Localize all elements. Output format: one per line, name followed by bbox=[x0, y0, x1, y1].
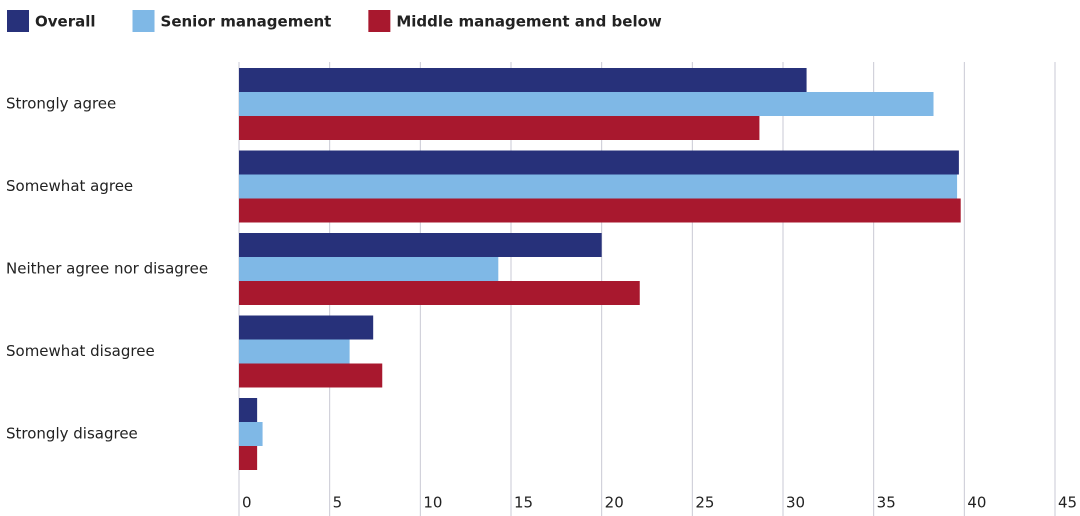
bar bbox=[239, 446, 258, 470]
x-tick-label: 40 bbox=[967, 494, 986, 512]
x-tick-label: 35 bbox=[877, 494, 896, 512]
bar bbox=[239, 398, 258, 422]
x-tick-label: 25 bbox=[695, 494, 714, 512]
legend-swatch bbox=[7, 10, 29, 32]
bar bbox=[239, 339, 350, 364]
bar bbox=[239, 174, 958, 199]
bar bbox=[239, 68, 807, 92]
bar bbox=[239, 281, 640, 305]
y-tick-label: Somewhat disagree bbox=[6, 342, 155, 360]
x-tick-label: 15 bbox=[514, 494, 533, 512]
y-tick-label: Somewhat agree bbox=[6, 177, 133, 195]
x-tick-label: 45 bbox=[1058, 494, 1077, 512]
bar bbox=[239, 150, 959, 175]
x-tick-label: 0 bbox=[242, 494, 252, 512]
x-tick-label: 10 bbox=[423, 494, 442, 512]
bar bbox=[239, 257, 499, 281]
bar bbox=[239, 116, 760, 140]
bar bbox=[239, 198, 961, 223]
y-tick-label: Neither agree nor disagree bbox=[6, 260, 208, 278]
y-tick-label: Strongly agree bbox=[6, 95, 116, 113]
legend-swatch bbox=[368, 10, 391, 32]
x-tick-label: 20 bbox=[605, 494, 624, 512]
bar bbox=[239, 363, 383, 388]
bar bbox=[239, 422, 263, 446]
bar bbox=[239, 92, 934, 116]
legend-swatch bbox=[132, 10, 155, 32]
bar bbox=[239, 233, 602, 257]
y-tick-label: Strongly disagree bbox=[6, 425, 138, 443]
x-tick-label: 30 bbox=[786, 494, 805, 512]
legend-label: Senior management bbox=[161, 13, 332, 31]
legend-label: Overall bbox=[35, 13, 96, 31]
x-tick-label: 5 bbox=[333, 494, 343, 512]
legend-label: Middle management and below bbox=[396, 13, 662, 31]
bar bbox=[239, 315, 374, 340]
